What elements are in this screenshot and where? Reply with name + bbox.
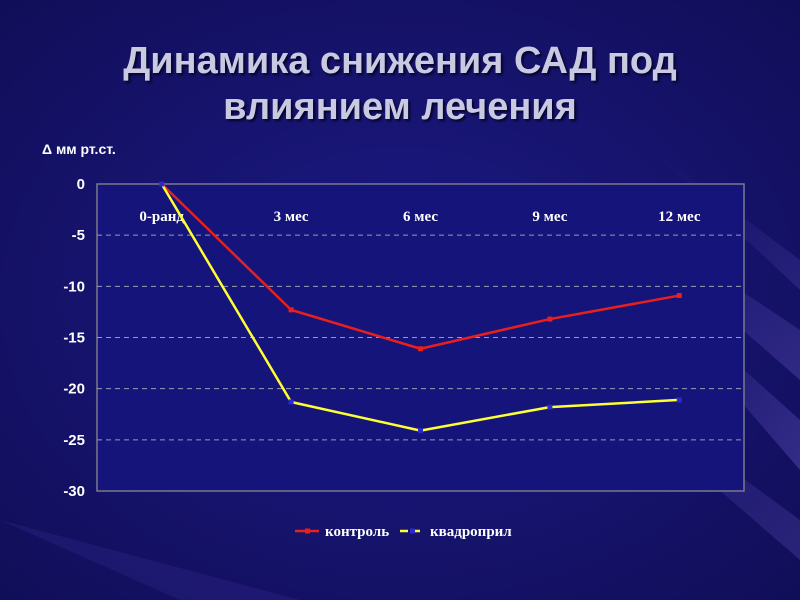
y-tick-label: 0 bbox=[77, 176, 85, 193]
y-tick-label: -10 bbox=[63, 278, 85, 295]
x-tick-label: 12 мес bbox=[658, 209, 701, 225]
x-tick-label: 9 мес bbox=[532, 209, 567, 225]
data-point bbox=[418, 428, 423, 434]
data-point bbox=[288, 307, 294, 313]
y-tick-label: -30 bbox=[63, 483, 85, 500]
y-axis-unit-label: Δ мм рт.ст. bbox=[42, 141, 116, 157]
slide-title: Динамика снижения САД под влиянием лечен… bbox=[0, 38, 800, 130]
data-point bbox=[288, 399, 294, 405]
data-point bbox=[159, 181, 165, 187]
y-tick-label: -5 bbox=[72, 227, 85, 244]
plot-area bbox=[96, 183, 745, 492]
x-tick-label: 6 мес bbox=[403, 209, 438, 225]
data-point bbox=[547, 404, 553, 410]
x-axis-ticks: 0-ранд 3 мес 6 мес 9 мес 12 мес bbox=[139, 209, 700, 225]
title-line-2: влиянием лечения bbox=[223, 86, 577, 128]
y-tick-label: -15 bbox=[63, 330, 85, 347]
y-tick-label: -20 bbox=[63, 381, 85, 398]
legend-label: квадроприл bbox=[430, 524, 512, 540]
data-point bbox=[547, 316, 553, 322]
data-point bbox=[676, 397, 682, 403]
y-axis-ticks: 0 -5 -10 -15 -20 -25 -30 bbox=[63, 176, 85, 500]
legend-marker bbox=[305, 528, 310, 534]
legend-label: контроль bbox=[325, 524, 389, 540]
series-group bbox=[159, 181, 682, 434]
x-tick-label: 0-ранд bbox=[139, 209, 184, 225]
legend: контроль квадроприл bbox=[295, 524, 512, 540]
data-point bbox=[676, 293, 682, 299]
legend-marker bbox=[410, 528, 415, 534]
data-point bbox=[418, 346, 423, 352]
x-tick-label: 3 мес bbox=[274, 209, 309, 225]
title-line-1: Динамика снижения САД под bbox=[123, 40, 677, 82]
y-tick-label: -25 bbox=[63, 432, 85, 449]
